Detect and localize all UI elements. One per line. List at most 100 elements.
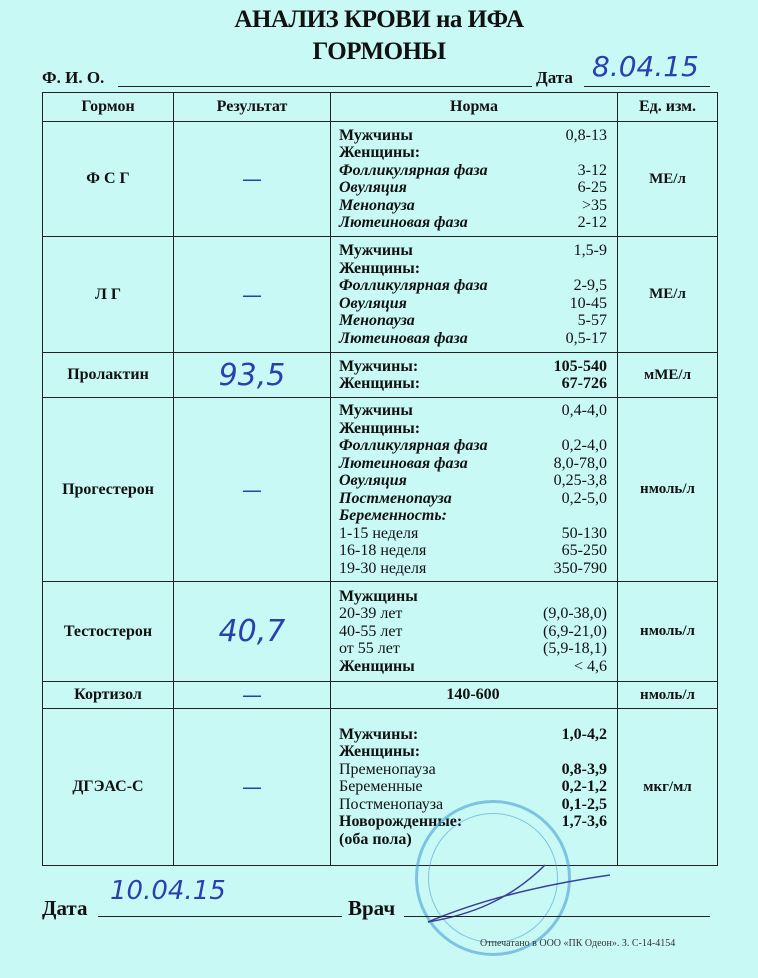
norm-value: 0,2-1,2 — [561, 778, 607, 796]
norm-value: 6-25 — [577, 179, 607, 196]
norm-label: Постменопауза — [339, 795, 444, 813]
norm-label: Менопауза — [339, 312, 415, 329]
norm-label: Менопауза — [339, 196, 415, 214]
norm-label: Женщины: — [339, 419, 421, 437]
norm-line: Постменопауза 0,1-2,5 — [339, 796, 607, 814]
result-value: — — [242, 282, 262, 307]
norm-label: Мужщины — [339, 587, 418, 605]
norm-value: 67-726 — [561, 375, 607, 392]
footer-date-value: 10.04.15 — [110, 876, 226, 906]
hormone-name: Л Г — [42, 236, 174, 353]
norm-cell: Мужчины: 105-540 Женщины: 67-726 — [330, 352, 618, 398]
norm-label: Женщины: — [339, 743, 421, 761]
norm-value: (6,9-21,0) — [543, 622, 607, 640]
norm-label: Овуляция — [339, 472, 407, 489]
norm-label: 20-39 лет — [339, 605, 403, 623]
hormone-name: Прогестерон — [42, 397, 174, 582]
norm-line: Лютеиновая фаза 2-12 — [339, 214, 607, 232]
norm-label: 40-55 лет — [339, 622, 403, 640]
norm-value: 0,5-17 — [565, 329, 607, 347]
hormone-name: Пролактин — [42, 352, 174, 398]
norm-value: 1,0-4,2 — [561, 725, 607, 743]
norm-label: Постменопауза — [339, 489, 452, 507]
norm-label: Лютеиновая фаза — [339, 214, 468, 231]
result-value: — — [242, 683, 262, 707]
norm-label: Овуляция — [339, 294, 407, 312]
norm-value: 105-540 — [553, 357, 607, 375]
norm-value: 1,5-9 — [573, 242, 607, 259]
page-subtitle: ГОРМОНЫ — [312, 38, 446, 65]
norm-label: Мужчины — [339, 126, 413, 144]
norm-label: Мужчины — [339, 402, 413, 419]
norm-line: Пременопауза 0,8-3,9 — [339, 761, 607, 779]
unit: нмоль/л — [617, 397, 718, 582]
norm-line: Женщины: — [339, 144, 607, 162]
norm-value: 8,0-78,0 — [553, 454, 607, 472]
norm-label: Женщины: — [339, 259, 421, 277]
norm-value: 0,1-2,5 — [561, 795, 607, 813]
unit: МЕ/л — [617, 236, 718, 353]
unit: нмоль/л — [617, 581, 718, 682]
norm-line: Женщины: — [339, 420, 607, 438]
norm-line: Женщины: — [339, 743, 607, 761]
norm-value: >35 — [581, 196, 607, 214]
norm-value: 2-12 — [577, 214, 607, 231]
table-row: Кортизол — 140-600 нмоль/л — [42, 681, 718, 709]
norm-value: 65-250 — [561, 542, 607, 559]
norm-cell: Мужчины 1,5-9 Женщины: Фолликулярная фаза 2-… — [330, 236, 618, 353]
norm-value: 0,4-4,0 — [561, 402, 607, 419]
table-row: Прогестерон — Мужчины 0,4-4,0 Женщины: Фоллик… — [42, 397, 718, 582]
norm-value: 1,7-3,6 — [561, 813, 607, 831]
hormone-name: Тестостерон — [42, 581, 174, 682]
table-row: Л Г — Мужчины 1,5-9 Женщины: Фолликулярная фа… — [42, 236, 718, 353]
norm-line: Фолликулярная фаза 3-12 — [339, 162, 607, 180]
norm-line: Мужчины: 105-540 — [339, 358, 607, 376]
norm-value: < 4,6 — [573, 657, 607, 675]
result-value: 93,5 — [218, 357, 286, 393]
norm-label: Женщины: — [339, 144, 421, 161]
norm-line: Мужчины 0,8-13 — [339, 127, 607, 145]
unit: нмоль/л — [617, 681, 718, 709]
result-value: — — [242, 477, 262, 502]
stamp — [415, 800, 571, 956]
unit: мМЕ/л — [617, 352, 718, 398]
norm-line: Менопауза 5-57 — [339, 312, 607, 330]
column-header: Гормон — [42, 92, 174, 122]
norm-value: 0,2-4,0 — [561, 437, 607, 454]
norm-line: 40-55 лет (6,9-21,0) — [339, 623, 607, 641]
norm-line: 1-15 неделя 50-130 — [339, 525, 607, 543]
norm-label: (оба пола) — [339, 830, 412, 848]
norm-line: 20-39 лет (9,0-38,0) — [339, 605, 607, 623]
unit: мкг/мл — [617, 708, 718, 866]
result-value: — — [242, 775, 262, 799]
norm-label: Новорожденные: — [339, 813, 463, 831]
norm-cell: Мужчины 0,4-4,0 Женщины: Фолликулярная фаза… — [330, 397, 618, 582]
norm-label: Женщины: — [339, 375, 421, 392]
norm-line: Беременные 0,2-1,2 — [339, 778, 607, 796]
norm-line: Лютеиновая фаза 8,0-78,0 — [339, 455, 607, 473]
norm-label: Овуляция — [339, 179, 407, 196]
norm-line: Женщины < 4,6 — [339, 658, 607, 676]
norm-value: (5,9-18,1) — [543, 640, 607, 658]
norm-label: от 55 лет — [339, 640, 400, 658]
norm-line: Мужщины — [339, 588, 607, 606]
column-header: Норма — [330, 92, 618, 122]
fio-label: Ф. И. О. — [42, 68, 105, 87]
norm-label: Беременность: — [339, 507, 447, 524]
date-value: 8.04.15 — [592, 50, 699, 83]
norm-line: Овуляция 10-45 — [339, 295, 607, 313]
fio-field — [118, 70, 532, 87]
table-row: Ф С Г — Мужчины 0,8-13 Женщины: Фолликулярная… — [42, 121, 718, 237]
norm-label: Фолликулярная фаза — [339, 161, 488, 179]
norm-value: 0,2-5,0 — [561, 489, 607, 507]
hormone-name: Ф С Г — [42, 121, 174, 237]
norm-line: (оба пола) — [339, 831, 607, 849]
norm-line: Овуляция 6-25 — [339, 179, 607, 197]
norm-cell: Мужчины 0,8-13 Женщины: Фолликулярная фаза 3… — [330, 121, 618, 237]
norm-value: 3-12 — [577, 161, 607, 179]
norm-value: 0,8-3,9 — [561, 760, 607, 778]
footer-date-field — [98, 898, 342, 917]
norm-value: 0,25-3,8 — [553, 472, 607, 489]
norm-value: 0,8-13 — [565, 126, 607, 144]
norm-value: 10-45 — [569, 294, 607, 312]
